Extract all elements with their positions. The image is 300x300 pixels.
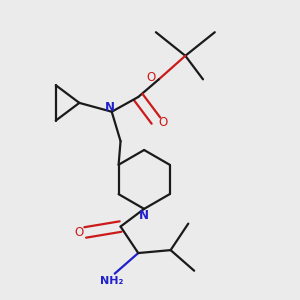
Text: O: O — [147, 71, 156, 84]
Text: O: O — [159, 116, 168, 128]
Text: O: O — [74, 226, 83, 239]
Text: N: N — [105, 101, 115, 114]
Text: NH₂: NH₂ — [100, 276, 123, 286]
Text: N: N — [139, 209, 149, 222]
